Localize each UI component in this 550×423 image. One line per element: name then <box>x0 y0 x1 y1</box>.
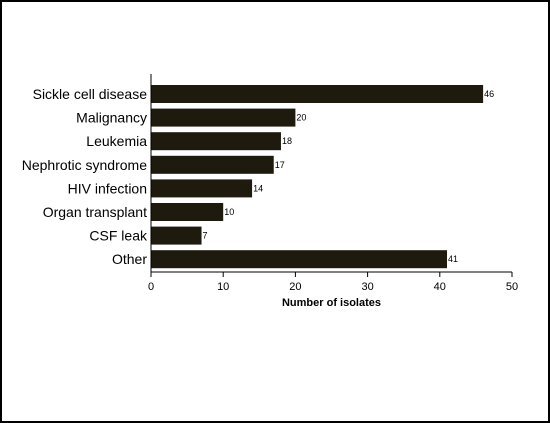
category-label: Sickle cell disease <box>33 86 148 102</box>
data-label: 14 <box>253 183 263 193</box>
bars-layer <box>151 85 484 269</box>
bar <box>151 108 296 127</box>
category-labels: Sickle cell disease Malignancy Leukemia Nep… <box>22 86 148 267</box>
x-tick-label: 30 <box>361 281 373 293</box>
bar <box>151 179 253 198</box>
data-label: 46 <box>484 89 494 99</box>
bar <box>151 203 224 221</box>
category-label: Other <box>112 251 147 267</box>
category-label: Malignancy <box>76 110 147 126</box>
data-labels: 46 20 18 17 14 10 7 41 <box>203 89 495 264</box>
bar <box>151 155 274 174</box>
category-label: CSF leak <box>89 228 148 244</box>
data-label: 41 <box>448 254 458 264</box>
x-tick-label: 0 <box>148 281 154 293</box>
category-label: Organ transplant <box>43 204 147 220</box>
x-tick-label: 20 <box>289 281 301 293</box>
category-label: Leukemia <box>86 133 147 149</box>
axes <box>150 74 512 273</box>
x-tick-label: 40 <box>434 281 446 293</box>
data-label: 10 <box>224 207 234 217</box>
x-tick-label: 10 <box>217 281 229 293</box>
x-axis-ticks: 0 10 20 30 40 50 <box>148 272 518 293</box>
data-label: 7 <box>203 231 208 241</box>
category-label: HIV infection <box>68 180 147 196</box>
x-tick-label: 50 <box>506 281 518 293</box>
x-axis-title: Number of isolates <box>282 297 381 309</box>
bar <box>151 132 281 151</box>
data-label: 20 <box>296 113 306 123</box>
category-label: Nephrotic syndrome <box>22 157 147 173</box>
bar <box>151 85 484 103</box>
bar <box>151 226 202 245</box>
data-label: 18 <box>282 136 292 146</box>
bar <box>151 250 448 269</box>
data-label: 17 <box>275 160 285 170</box>
